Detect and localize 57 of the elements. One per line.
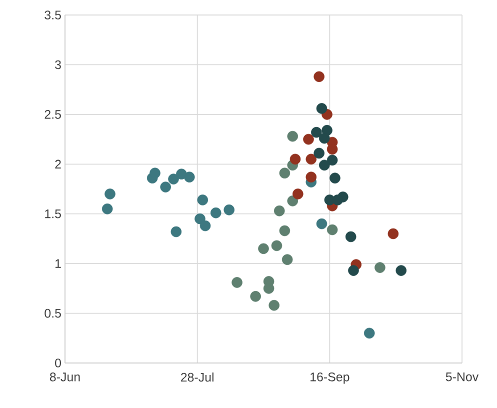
point xyxy=(326,224,338,236)
point xyxy=(303,134,314,145)
point xyxy=(160,182,171,192)
point xyxy=(250,290,261,302)
point xyxy=(263,283,274,294)
point xyxy=(314,148,324,159)
point xyxy=(290,154,301,165)
point xyxy=(200,220,211,232)
point xyxy=(282,254,293,265)
y-tick-label: 2 xyxy=(55,160,61,168)
point xyxy=(318,160,330,171)
x-tick-label: 8-Jun xyxy=(50,372,80,382)
y-tick-label: 1.5 xyxy=(45,210,61,218)
y-tick-label: 2.5 xyxy=(44,110,61,119)
point xyxy=(102,203,113,214)
point xyxy=(318,132,330,144)
point xyxy=(348,265,359,276)
point xyxy=(332,194,344,206)
x-tick-label: 28-Jul xyxy=(181,372,214,382)
point xyxy=(311,126,322,138)
point xyxy=(104,188,116,200)
point xyxy=(326,154,338,166)
y-tick-label: 3 xyxy=(55,60,61,70)
point xyxy=(197,194,208,206)
point xyxy=(194,213,206,224)
point xyxy=(232,277,242,288)
point xyxy=(184,172,195,182)
point xyxy=(364,328,375,339)
point xyxy=(330,172,340,184)
point xyxy=(271,240,282,252)
point xyxy=(292,188,304,200)
point xyxy=(150,168,160,178)
x-tick-label: 5-Nov xyxy=(446,372,479,382)
point xyxy=(306,172,317,182)
point xyxy=(279,225,290,236)
point xyxy=(224,204,234,216)
point xyxy=(170,226,182,238)
y-tick-label: 0 xyxy=(55,358,61,368)
point xyxy=(374,262,386,273)
point xyxy=(396,265,407,276)
point xyxy=(258,243,269,254)
point xyxy=(316,103,328,114)
point xyxy=(388,228,399,240)
point xyxy=(168,174,179,184)
point xyxy=(314,71,324,82)
point xyxy=(268,300,280,311)
point xyxy=(306,154,317,165)
point xyxy=(287,130,298,142)
point xyxy=(316,218,328,230)
point xyxy=(345,231,356,242)
x-tick-label: 16-Sep xyxy=(310,372,350,384)
point xyxy=(279,168,290,178)
y-tick-label: 1 xyxy=(56,259,61,268)
y-tick-label: 3.5 xyxy=(44,10,61,20)
y-tick-label: 0.5 xyxy=(44,308,61,318)
point xyxy=(210,207,222,218)
point xyxy=(274,205,285,216)
